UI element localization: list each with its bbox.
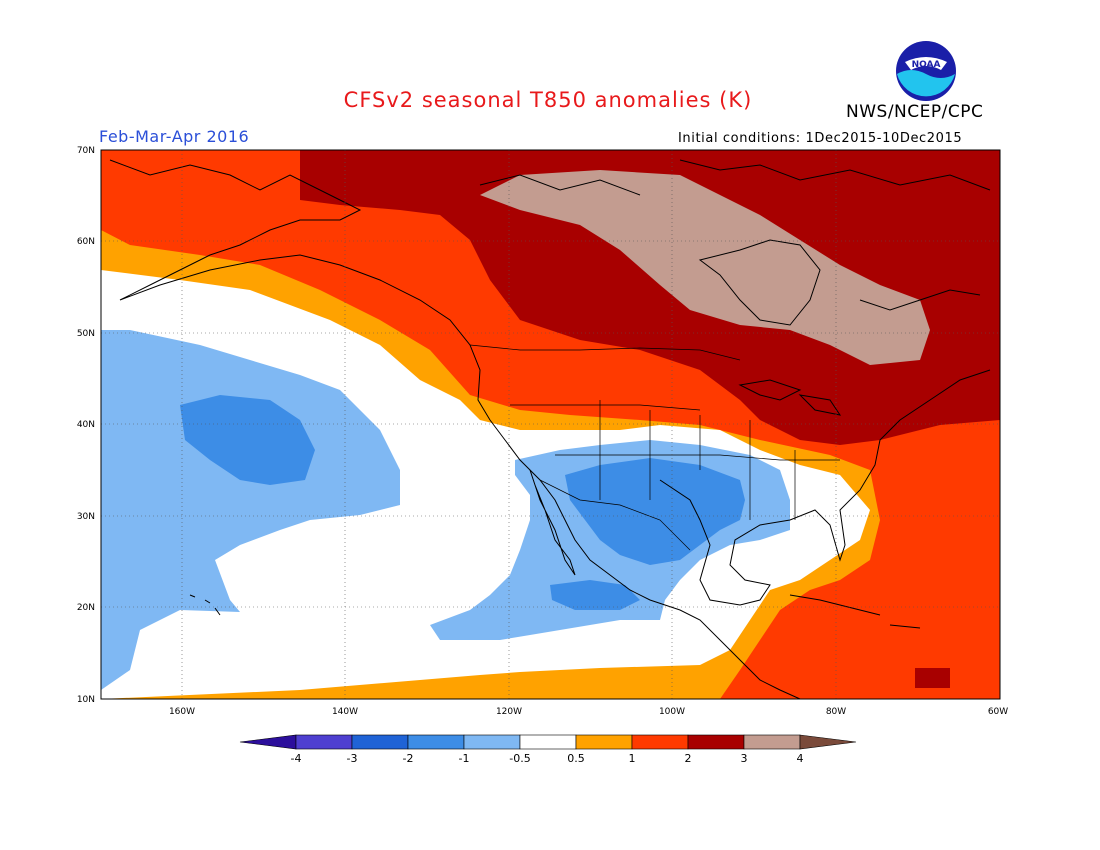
colorbar-swatch	[743, 734, 801, 750]
lon-label: 140W	[332, 707, 358, 717]
forecast-period: Feb-Mar-Apr 2016	[99, 127, 250, 146]
lat-label: 10N	[77, 695, 95, 705]
field-blue-texas	[565, 458, 745, 565]
colorbar-label: 2	[685, 752, 692, 765]
logo-text: NOAA	[912, 60, 941, 70]
colorbar-swatch	[295, 734, 353, 750]
colorbar-label: 1	[629, 752, 636, 765]
colorbar-label: -4	[291, 752, 302, 765]
colorbar-label: -2	[403, 752, 414, 765]
colorbar-label: 0.5	[567, 752, 585, 765]
colorbar-swatch	[687, 734, 745, 750]
field-dark-red	[300, 150, 1000, 445]
lat-label: 20N	[77, 603, 95, 613]
agency-label: NWS/NCEP/CPC	[846, 102, 984, 122]
lat-label: 50N	[77, 329, 95, 339]
lat-axis: 70N 60N 50N 40N 30N 20N 10N	[77, 146, 95, 705]
colorbar-arrow-low	[239, 734, 297, 750]
map-frame	[100, 149, 1001, 700]
lon-axis: 160W 140W 120W 100W 80W 60W	[169, 707, 1008, 717]
colorbar-swatch	[519, 734, 577, 750]
colorbar: -4 -3 -2 -1 -0.5 0.5 1 2 3 4	[239, 734, 857, 765]
lat-label: 70N	[77, 146, 95, 156]
lon-label: 60W	[988, 707, 1008, 717]
colorbar-label: -0.5	[509, 752, 530, 765]
colorbar-swatch	[407, 734, 465, 750]
lon-label: 160W	[169, 707, 195, 717]
coastlines	[109, 159, 991, 699]
field-blue-mexico	[550, 580, 640, 610]
lat-label: 30N	[77, 512, 95, 522]
colorbar-label: -3	[347, 752, 358, 765]
initial-conditions: Initial conditions: 1Dec2015-10Dec2015	[678, 131, 963, 146]
noaa-logo: NOAA	[896, 41, 956, 101]
lon-label: 120W	[496, 707, 522, 717]
anomaly-field	[101, 150, 1000, 699]
colorbar-arrow-high	[799, 734, 857, 750]
field-dark-red-south	[915, 668, 950, 688]
colorbar-swatch	[351, 734, 409, 750]
colorbar-swatch	[463, 734, 521, 750]
lat-label: 40N	[77, 420, 95, 430]
colorbar-label: 3	[741, 752, 748, 765]
lat-label: 60N	[77, 237, 95, 247]
field-blue-pacific	[180, 395, 315, 485]
field-light-blue-pacific	[101, 330, 400, 690]
colorbar-label: 4	[797, 752, 804, 765]
map-title: CFSv2 seasonal T850 anomalies (K)	[343, 88, 753, 112]
field-tan	[480, 170, 930, 365]
colorbar-swatch	[631, 734, 689, 750]
colorbar-swatch	[575, 734, 633, 750]
lon-label: 80W	[826, 707, 846, 717]
political-boundaries	[469, 344, 840, 551]
lon-label: 100W	[659, 707, 685, 717]
colorbar-label: -1	[459, 752, 470, 765]
